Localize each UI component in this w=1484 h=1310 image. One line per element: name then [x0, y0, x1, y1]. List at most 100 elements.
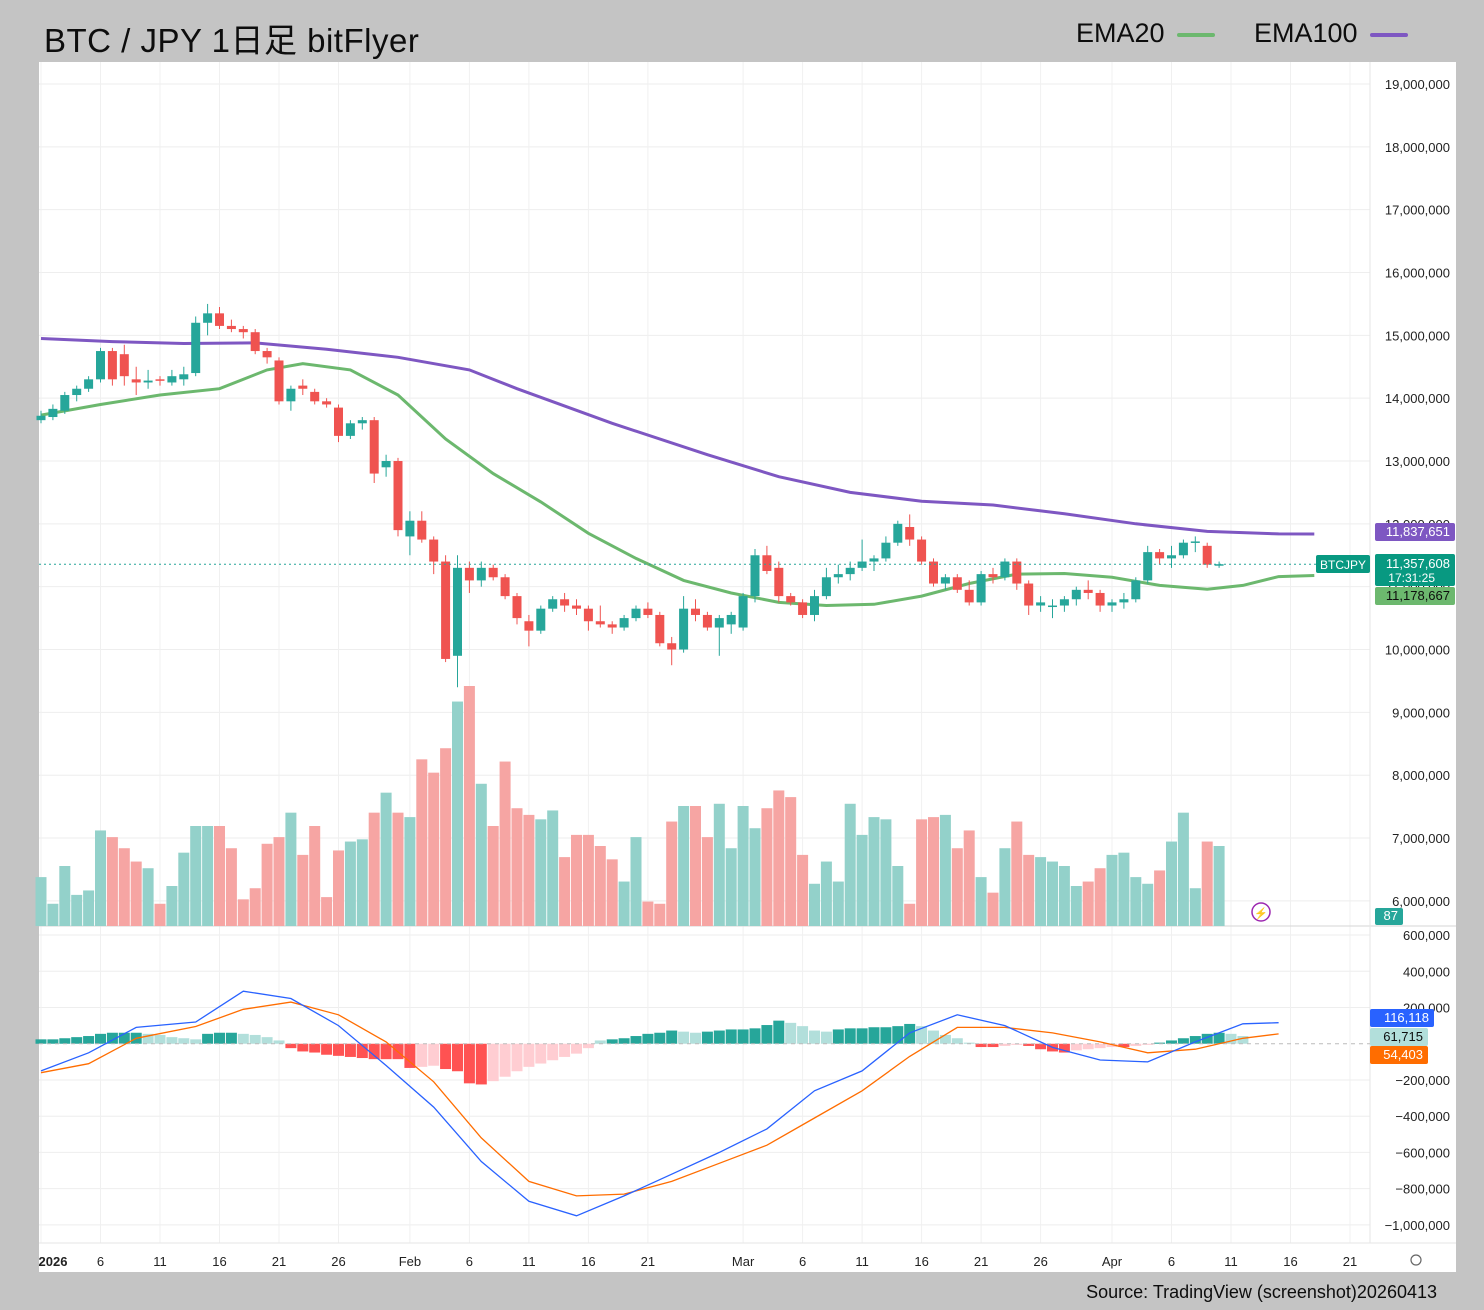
macd-histogram-bar: [535, 1043, 547, 1064]
volume-bar: [928, 817, 939, 926]
time-tick-label: 6: [1168, 1254, 1175, 1269]
time-tick-label: 6: [97, 1254, 104, 1269]
macd-histogram-bar: [880, 1027, 892, 1044]
candle-body: [714, 618, 724, 628]
macd-histogram-bar: [1201, 1033, 1213, 1044]
price-tick-label: 8,000,000: [1392, 768, 1450, 783]
candle-body: [96, 351, 105, 380]
volume-bar: [785, 797, 797, 926]
candle-body: [595, 621, 605, 625]
macd-histogram-bar: [856, 1028, 868, 1044]
volume-bar: [701, 837, 713, 926]
volume-bar: [571, 834, 582, 926]
macd-histogram-bar: [571, 1043, 582, 1054]
macd-histogram-bar: [499, 1043, 511, 1077]
candle-body: [1190, 541, 1200, 543]
macd-histogram-bar: [737, 1029, 749, 1044]
macd-histogram-bar: [106, 1032, 118, 1044]
time-tick-label: 16: [581, 1254, 595, 1269]
volume-bar: [273, 837, 285, 926]
macd-histogram-bar: [606, 1039, 618, 1044]
volume-bar: [606, 859, 618, 926]
signal-last-tag: 54,403: [1383, 1047, 1423, 1062]
macd-histogram-bar: [118, 1032, 130, 1044]
legend-ema100-label: EMA100: [1254, 18, 1358, 48]
volume-bar: [511, 808, 523, 926]
macd-histogram-bar: [701, 1031, 713, 1044]
price-tick-label: 7,000,000: [1392, 831, 1450, 846]
volume-bar: [178, 852, 190, 926]
volume-bar: [1154, 870, 1166, 926]
candle-body: [798, 602, 808, 615]
countdown-tag: 17:31:25: [1388, 571, 1435, 585]
macd-histogram-bar: [844, 1028, 856, 1044]
macd-histogram-bar: [333, 1043, 344, 1056]
volume-bar: [749, 828, 761, 926]
volume-bar: [106, 837, 118, 926]
volume-bar: [285, 812, 297, 926]
volume-bar: [1047, 861, 1058, 926]
time-tick-label: 16: [1283, 1254, 1297, 1269]
volume-bar: [987, 892, 999, 926]
volume-bar: [1058, 866, 1070, 926]
candle-body: [1143, 552, 1153, 581]
macd-histogram-bar: [797, 1026, 809, 1044]
candle-body: [821, 577, 831, 597]
time-tick-label: 26: [1033, 1254, 1047, 1269]
macd-histogram-bar: [809, 1030, 820, 1044]
volume-bar: [737, 806, 749, 926]
macd-histogram-bar: [475, 1043, 487, 1085]
volume-last-tag-bg: [1375, 908, 1403, 925]
macd-histogram-bar: [154, 1034, 166, 1044]
macd-histogram-bar: [237, 1033, 249, 1044]
price-tick-label: 17,000,000: [1385, 203, 1450, 218]
volume-bar: [820, 861, 832, 926]
price-tick-label: 6,000,000: [1392, 894, 1450, 909]
lightning-alert-icon: [1251, 902, 1271, 922]
macd-histogram-bar: [440, 1043, 452, 1070]
volume-bar: [142, 868, 154, 926]
candle-body: [1071, 589, 1081, 600]
candle-body: [1000, 561, 1010, 578]
macd-histogram-bar: [428, 1043, 440, 1066]
time-tick-label: Apr: [1102, 1254, 1123, 1269]
macd-histogram-bar: [1035, 1043, 1047, 1050]
candle-body: [881, 542, 891, 559]
volume-bar: [535, 819, 547, 926]
candle-body: [655, 614, 665, 644]
volume-bar: [47, 903, 59, 926]
candle-body: [1024, 583, 1034, 606]
macd-histogram-bar: [713, 1030, 725, 1044]
time-tick-label: 26: [331, 1254, 345, 1269]
macd-histogram-bar: [820, 1031, 832, 1044]
macd-histogram-bar: [1118, 1043, 1130, 1048]
macd-histogram-bar: [59, 1038, 71, 1044]
volume-bar: [309, 826, 321, 926]
candle-body: [774, 567, 784, 597]
volume-bar: [59, 866, 71, 926]
candle-body: [191, 322, 201, 374]
time-tick-label: 6: [466, 1254, 473, 1269]
candle-body: [143, 380, 153, 383]
legend-ema100-swatch: [1369, 32, 1408, 37]
symbol-tag-bg: [1316, 555, 1370, 573]
candle-body: [619, 618, 629, 628]
candle-body: [524, 621, 534, 631]
candle-body: [1155, 552, 1165, 559]
price-tick-label: 16,000,000: [1385, 266, 1450, 281]
macd-histogram-bar: [582, 1043, 594, 1049]
candle-body: [738, 596, 748, 628]
macd-histogram-bar: [690, 1032, 701, 1044]
candle-body: [441, 561, 451, 659]
volume-bar: [35, 877, 47, 926]
volume-bar: [428, 772, 440, 926]
time-tick-label: Mar: [732, 1254, 755, 1269]
candle-body: [583, 608, 593, 622]
candle-body: [84, 379, 94, 389]
time-tick-label: 16: [212, 1254, 226, 1269]
macd-histogram-bar: [249, 1034, 261, 1044]
candle-body: [845, 567, 855, 575]
volume-bar: [1166, 841, 1177, 926]
legend-ema100: EMA100: [1254, 18, 1408, 49]
